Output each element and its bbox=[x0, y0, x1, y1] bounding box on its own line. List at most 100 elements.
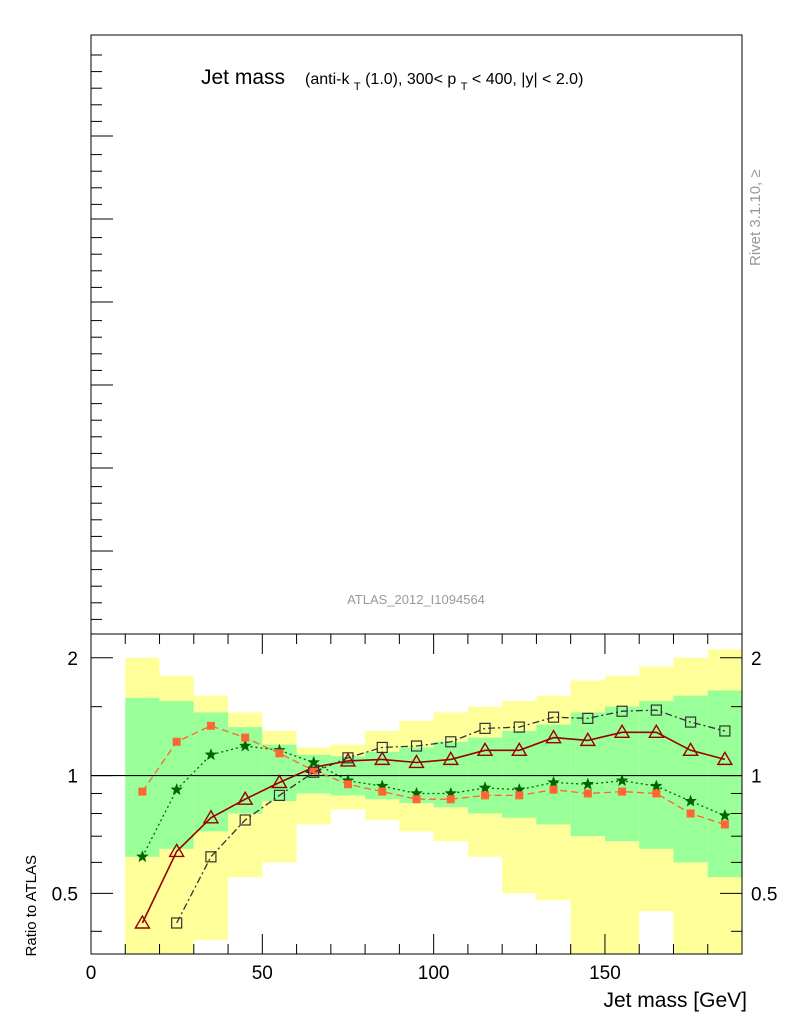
filled-square-marker bbox=[618, 787, 627, 796]
analysis-watermark: ATLAS_2012_I1094564 bbox=[347, 592, 485, 607]
star-marker bbox=[478, 781, 492, 794]
filled-square-marker bbox=[686, 809, 695, 818]
open-square-marker bbox=[650, 704, 662, 716]
inner-band-bin bbox=[639, 701, 674, 849]
triangle-marker bbox=[408, 754, 425, 769]
filled-square-marker bbox=[241, 733, 250, 742]
star-series-line bbox=[141, 745, 726, 858]
inner-band-bin bbox=[604, 706, 640, 842]
triangle-marker bbox=[716, 750, 734, 766]
filled-square-marker bbox=[343, 780, 352, 789]
filled-square-marker bbox=[515, 791, 524, 800]
star-marker bbox=[615, 773, 629, 787]
open-square-marker bbox=[205, 851, 217, 863]
title-sub-part-3: < 400, |y| < 2.0) bbox=[472, 71, 584, 88]
title-main-text: Jet mass bbox=[201, 66, 285, 89]
triangle-marker bbox=[134, 914, 151, 929]
filled-square-marker bbox=[206, 721, 215, 730]
open-square-marker bbox=[479, 722, 491, 734]
open-square-marker bbox=[719, 725, 731, 737]
y-tick-label-left: 1 bbox=[67, 767, 78, 788]
y-tick-label-right: 0.5 bbox=[751, 884, 777, 905]
title-sub-part-2: (1.0), 300< p bbox=[365, 71, 456, 88]
inner-band-bin bbox=[673, 695, 708, 863]
title-sub-sub-2: T bbox=[461, 81, 468, 93]
filled-square-series-line bbox=[141, 725, 726, 826]
star-marker bbox=[547, 775, 560, 789]
title-sub-part-1: (anti-k bbox=[305, 71, 350, 88]
triangle-marker bbox=[476, 741, 494, 757]
x-tick-label: 50 bbox=[252, 963, 273, 984]
rivet-version-label: Rivet 3.1.10, ≥ bbox=[747, 169, 764, 266]
triangle-marker bbox=[648, 723, 665, 738]
open-square-marker bbox=[582, 712, 594, 724]
triangle-marker bbox=[374, 750, 391, 766]
star-marker bbox=[204, 748, 218, 761]
ratio-series bbox=[134, 704, 734, 929]
y-tick-label-right: 1 bbox=[751, 767, 762, 788]
open-square-marker bbox=[685, 716, 697, 728]
triangle-marker bbox=[545, 729, 562, 744]
title-sub: (anti-k T (1.0), 300< p T < 400, |y| < 2… bbox=[305, 71, 583, 94]
title-sub-sub-1: T bbox=[354, 81, 361, 93]
open-square-marker bbox=[513, 721, 525, 733]
main-panel-y-ticks bbox=[91, 54, 113, 620]
uncertainty-bands bbox=[125, 649, 742, 955]
triangle-marker bbox=[579, 731, 597, 747]
triangle-marker bbox=[236, 790, 254, 805]
open-square-marker bbox=[239, 814, 251, 826]
filled-square-marker bbox=[378, 787, 387, 796]
open-square-marker bbox=[547, 711, 560, 723]
open-square-marker bbox=[445, 736, 457, 748]
ratio-axes: 0 50 100 150 0.5 0.5 1 1 2 2 bbox=[52, 634, 777, 984]
star-marker bbox=[649, 779, 663, 792]
triangle-marker bbox=[168, 843, 185, 858]
open-square-marker bbox=[308, 766, 320, 778]
filled-square-marker bbox=[138, 787, 147, 796]
star-marker bbox=[238, 739, 252, 752]
x-axis-label: Jet mass [GeV] bbox=[603, 989, 747, 1012]
y-tick-label-left: 2 bbox=[67, 649, 78, 670]
x-tick-label: 150 bbox=[589, 963, 621, 984]
filled-square-marker bbox=[412, 795, 421, 804]
star-marker bbox=[136, 850, 149, 863]
star-marker bbox=[170, 782, 184, 796]
triangle-marker bbox=[442, 750, 459, 766]
star-marker bbox=[684, 794, 697, 807]
ratio-panel-frame bbox=[90, 633, 743, 955]
open-square-marker bbox=[410, 740, 423, 752]
inner-band-bin bbox=[125, 697, 160, 857]
filled-square-marker bbox=[172, 737, 181, 746]
y-tick-label-right: 2 bbox=[751, 649, 762, 670]
open-square-marker bbox=[171, 917, 183, 929]
open-square-marker bbox=[376, 741, 388, 754]
filled-square-marker bbox=[481, 791, 490, 800]
triangle-marker bbox=[202, 809, 220, 824]
filled-square-marker bbox=[583, 789, 592, 798]
main-panel-frame bbox=[90, 34, 743, 635]
filled-square-marker bbox=[309, 766, 318, 775]
open-square-series-line bbox=[176, 709, 726, 924]
inner-band-bin bbox=[159, 701, 194, 849]
star-marker bbox=[307, 755, 321, 768]
filled-square-marker bbox=[446, 795, 455, 804]
star-marker bbox=[581, 777, 595, 790]
title-main: Jet mass bbox=[201, 66, 285, 89]
open-square-marker bbox=[342, 752, 354, 764]
inner-band-bin bbox=[536, 724, 571, 825]
filled-square-marker bbox=[720, 820, 729, 829]
filled-square-marker bbox=[652, 789, 661, 798]
x-tick-label: 0 bbox=[86, 963, 97, 984]
open-square-marker bbox=[616, 705, 628, 717]
y-axis-label: Ratio to ATLAS bbox=[23, 855, 40, 956]
y-tick-label-left: 0.5 bbox=[52, 884, 78, 905]
triangle-marker bbox=[511, 741, 528, 757]
filled-square-marker bbox=[549, 785, 558, 794]
triangle-marker bbox=[682, 741, 699, 757]
inner-band-bin bbox=[570, 712, 605, 837]
triangle-marker bbox=[271, 774, 288, 789]
triangle-marker bbox=[613, 723, 631, 738]
star-marker bbox=[718, 808, 732, 822]
inner-band-bin bbox=[707, 690, 742, 878]
